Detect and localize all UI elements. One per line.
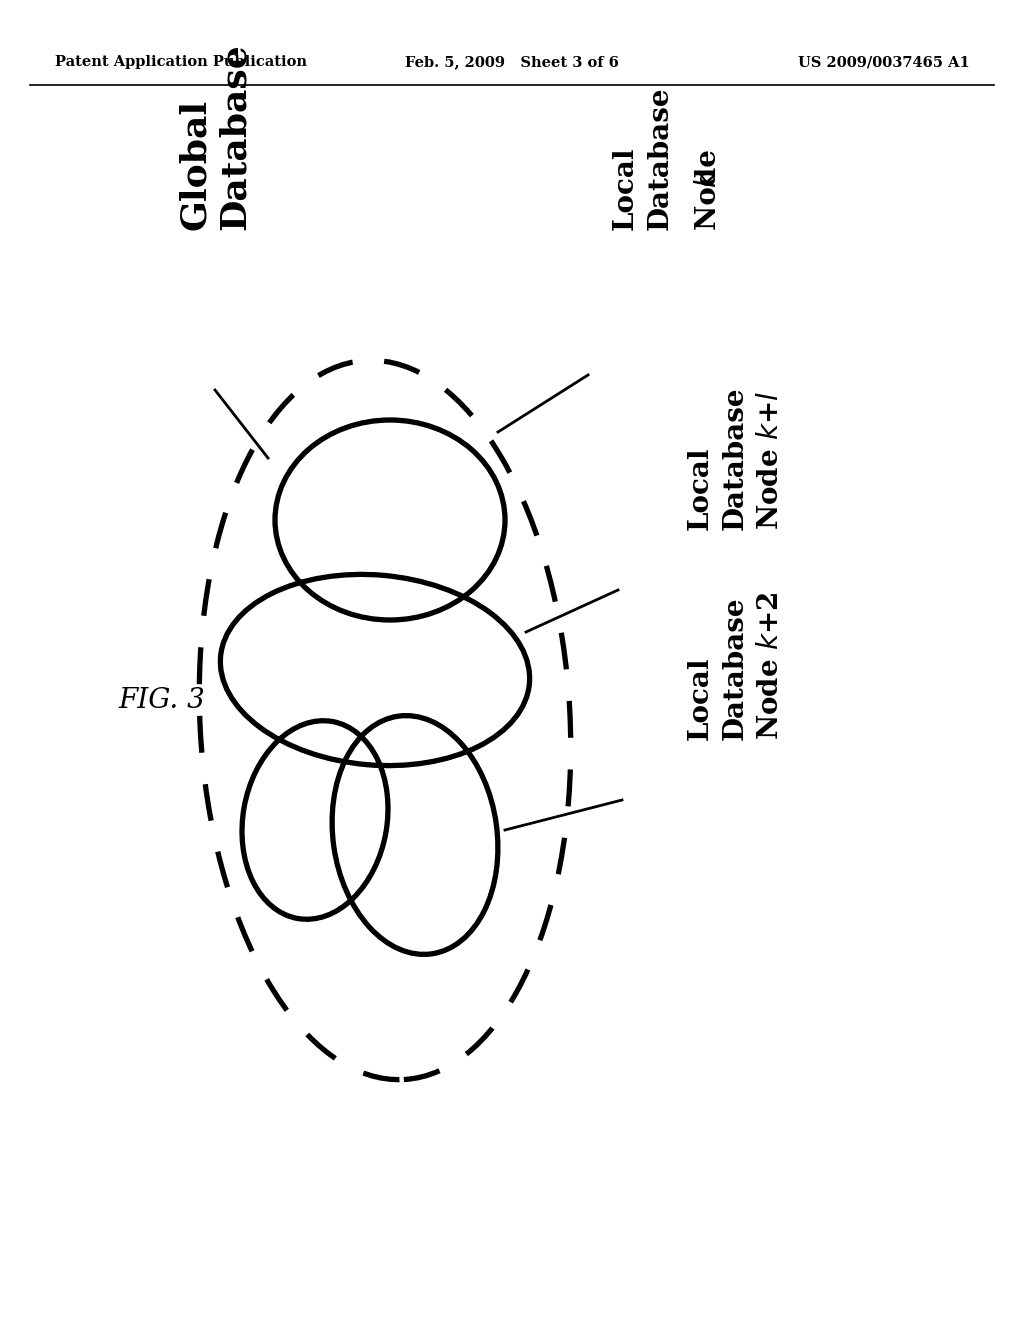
Text: Local: Local: [686, 446, 714, 531]
Text: $k$: $k$: [695, 169, 722, 187]
Text: Database: Database: [218, 44, 252, 230]
Text: Node $k$+$l$: Node $k$+$l$: [757, 391, 783, 531]
Text: Feb. 5, 2009   Sheet 3 of 6: Feb. 5, 2009 Sheet 3 of 6: [406, 55, 618, 69]
Text: Patent Application Publication: Patent Application Publication: [55, 55, 307, 69]
Text: Database: Database: [722, 387, 749, 531]
Text: FIG. 3: FIG. 3: [118, 686, 205, 714]
Text: Database: Database: [646, 86, 674, 230]
Text: Local: Local: [686, 656, 714, 741]
Text: Local: Local: [611, 147, 639, 230]
Text: US 2009/0037465 A1: US 2009/0037465 A1: [799, 55, 970, 69]
Text: Node $k$+2: Node $k$+2: [757, 591, 783, 741]
Text: Database: Database: [722, 597, 749, 741]
Text: Global: Global: [178, 99, 212, 230]
Text: Node: Node: [695, 140, 722, 230]
